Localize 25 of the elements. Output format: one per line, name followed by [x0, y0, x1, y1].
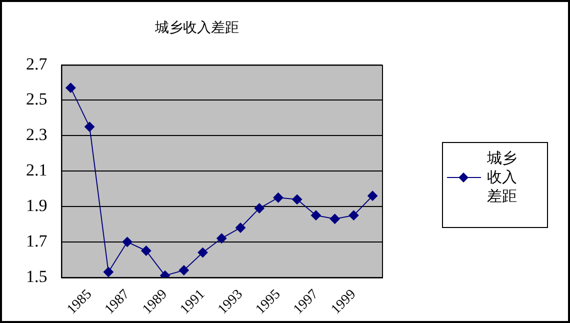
point [348, 210, 359, 220]
point [368, 190, 378, 201]
point [310, 210, 321, 220]
point [254, 203, 264, 214]
y-tick-label: 1.7 [26, 231, 48, 250]
point [122, 236, 132, 247]
point [178, 265, 189, 276]
y-tick-label: 2.1 [26, 160, 48, 180]
point [273, 192, 284, 203]
chart-title: 城乡收入差距 [154, 20, 239, 36]
y-tick-label: 2.5 [26, 90, 48, 109]
point [141, 246, 152, 256]
point [216, 233, 227, 244]
point [292, 194, 302, 204]
point [198, 248, 208, 258]
y-tick-label: 1.9 [26, 196, 48, 215]
point [84, 122, 95, 132]
y-tick-label: 2.3 [26, 125, 48, 144]
point [103, 267, 114, 278]
y-tick-label: 1.5 [26, 266, 48, 286]
point [330, 214, 340, 224]
point [235, 222, 246, 233]
point [66, 82, 76, 93]
legend-label: 城乡收入差距 [487, 149, 518, 206]
y-tick-label: 2.7 [26, 54, 48, 74]
